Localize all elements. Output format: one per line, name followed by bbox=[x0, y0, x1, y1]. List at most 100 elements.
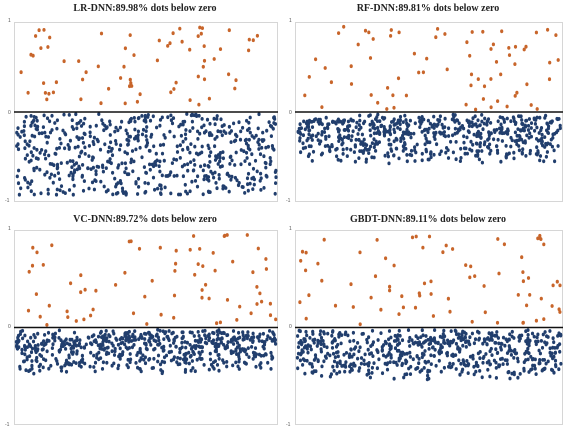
data-point-above-zero bbox=[196, 34, 200, 38]
data-point-below-zero bbox=[349, 362, 353, 367]
data-point-above-zero bbox=[482, 84, 487, 89]
data-point-above-zero bbox=[356, 42, 360, 47]
data-point-above-zero bbox=[132, 53, 136, 57]
data-point-below-zero bbox=[392, 376, 396, 381]
data-point-below-zero bbox=[212, 175, 216, 180]
data-point-below-zero bbox=[156, 327, 160, 332]
data-point-below-zero bbox=[189, 142, 193, 146]
data-point-above-zero bbox=[34, 34, 38, 38]
data-point-below-zero bbox=[225, 360, 229, 364]
data-point-above-zero bbox=[425, 56, 429, 61]
data-point-below-zero bbox=[120, 352, 125, 357]
data-point-below-zero bbox=[78, 338, 82, 342]
data-point-below-zero bbox=[22, 119, 26, 124]
data-point-below-zero bbox=[330, 144, 334, 149]
data-point-below-zero bbox=[245, 352, 249, 357]
data-point-above-zero bbox=[247, 37, 251, 42]
data-point-below-zero bbox=[544, 154, 548, 159]
data-point-below-zero bbox=[61, 340, 65, 345]
data-point-above-zero bbox=[213, 268, 217, 273]
data-point-below-zero bbox=[515, 142, 519, 147]
data-point-below-zero bbox=[420, 158, 424, 163]
data-point-above-zero bbox=[249, 311, 253, 316]
data-point-below-zero bbox=[251, 340, 255, 344]
data-point-below-zero bbox=[449, 365, 453, 370]
data-point-above-zero bbox=[172, 87, 176, 91]
data-point-below-zero bbox=[232, 342, 236, 346]
data-point-below-zero bbox=[401, 149, 405, 153]
data-point-below-zero bbox=[111, 343, 115, 348]
data-point-below-zero bbox=[527, 117, 531, 121]
data-point-below-zero bbox=[414, 150, 418, 155]
data-point-below-zero bbox=[76, 144, 80, 149]
data-point-below-zero bbox=[43, 172, 47, 177]
data-point-below-zero bbox=[82, 179, 86, 184]
data-point-below-zero bbox=[356, 356, 360, 361]
data-point-below-zero bbox=[92, 353, 96, 358]
data-point-below-zero bbox=[109, 140, 113, 145]
data-point-below-zero bbox=[16, 333, 21, 338]
data-point-below-zero bbox=[552, 340, 556, 345]
data-point-above-zero bbox=[74, 319, 78, 323]
data-point-below-zero bbox=[203, 174, 207, 179]
data-point-below-zero bbox=[481, 356, 485, 360]
data-point-above-zero bbox=[180, 39, 184, 44]
data-point-below-zero bbox=[539, 339, 543, 343]
data-point-below-zero bbox=[341, 121, 345, 126]
data-point-above-zero bbox=[99, 101, 103, 106]
data-point-below-zero bbox=[429, 152, 433, 156]
data-point-below-zero bbox=[96, 334, 101, 339]
data-point-below-zero bbox=[172, 134, 176, 139]
data-point-below-zero bbox=[55, 126, 59, 131]
data-point-below-zero bbox=[247, 137, 251, 142]
data-point-below-zero bbox=[478, 144, 482, 149]
data-point-below-zero bbox=[227, 174, 231, 178]
data-point-below-zero bbox=[84, 342, 88, 347]
data-point-below-zero bbox=[190, 119, 194, 124]
data-point-below-zero bbox=[372, 155, 376, 160]
data-point-below-zero bbox=[101, 169, 105, 174]
data-point-above-zero bbox=[196, 74, 200, 79]
data-point-below-zero bbox=[56, 171, 61, 176]
data-point-below-zero bbox=[341, 147, 345, 152]
data-point-below-zero bbox=[22, 133, 26, 138]
data-point-below-zero bbox=[62, 112, 66, 117]
data-point-below-zero bbox=[49, 172, 54, 177]
data-point-below-zero bbox=[475, 124, 479, 129]
data-point-below-zero bbox=[485, 119, 489, 124]
data-point-below-zero bbox=[152, 356, 156, 361]
data-point-below-zero bbox=[218, 330, 222, 335]
data-point-below-zero bbox=[138, 346, 142, 351]
data-point-above-zero bbox=[368, 56, 373, 60]
data-point-below-zero bbox=[270, 357, 274, 361]
data-point-above-zero bbox=[445, 67, 449, 72]
data-point-below-zero bbox=[261, 331, 265, 336]
data-point-below-zero bbox=[378, 119, 382, 124]
data-point-below-zero bbox=[516, 127, 520, 131]
data-point-below-zero bbox=[167, 329, 171, 333]
data-point-below-zero bbox=[475, 131, 479, 136]
data-point-below-zero bbox=[94, 123, 98, 128]
data-point-below-zero bbox=[151, 114, 155, 119]
data-point-below-zero bbox=[386, 154, 390, 159]
data-point-below-zero bbox=[545, 121, 549, 126]
data-point-below-zero bbox=[269, 159, 273, 164]
y-tick-zero: 0 bbox=[8, 324, 11, 330]
data-point-below-zero bbox=[142, 165, 146, 170]
data-point-below-zero bbox=[369, 133, 373, 138]
data-point-above-zero bbox=[256, 246, 260, 251]
data-point-above-zero bbox=[215, 321, 219, 326]
data-point-above-zero bbox=[349, 82, 354, 86]
data-point-below-zero bbox=[72, 183, 76, 188]
data-point-below-zero bbox=[310, 159, 314, 163]
data-point-below-zero bbox=[200, 150, 204, 155]
data-point-below-zero bbox=[222, 360, 226, 365]
data-point-below-zero bbox=[530, 357, 535, 362]
data-point-below-zero bbox=[50, 162, 54, 167]
data-point-below-zero bbox=[146, 113, 150, 117]
data-point-below-zero bbox=[178, 356, 182, 361]
data-point-below-zero bbox=[443, 134, 447, 139]
data-point-below-zero bbox=[59, 368, 64, 373]
data-point-above-zero bbox=[188, 98, 192, 102]
data-point-below-zero bbox=[226, 340, 230, 344]
